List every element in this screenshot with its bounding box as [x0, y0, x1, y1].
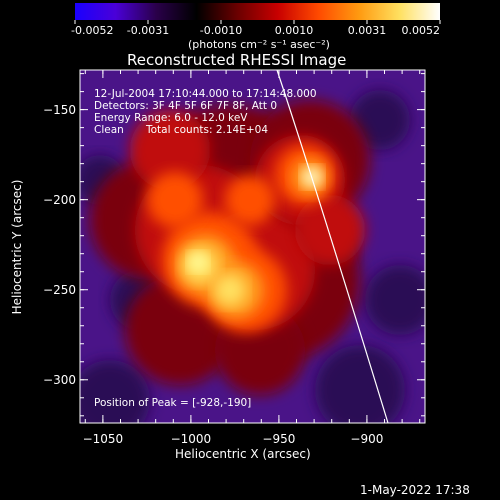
colorbar-tick-label: -0.0010 — [199, 24, 243, 37]
annotation-peak: Position of Peak = [-928,-190] — [94, 397, 252, 409]
y-tick-label: −150 — [43, 102, 76, 117]
x-tick-label: −900 — [350, 432, 384, 446]
plot-frame — [79, 69, 426, 424]
footer-timestamp: 1-May-2022 17:38 — [360, 483, 470, 497]
colorbar-tick-label: 0.0010 — [274, 24, 314, 37]
annotation-time-range: 12-Jul-2004 17:10:44.000 to 17:14:48.000 — [94, 88, 317, 100]
y-tick-label: −250 — [43, 282, 76, 297]
annotation-method: Clean — [94, 124, 124, 136]
x-axis-label: Heliocentric X (arcsec) — [175, 447, 311, 461]
colorbar-ticks — [74, 20, 441, 24]
y-tick-label: −300 — [43, 372, 76, 387]
annotation-counts: Total counts: 2.14E+04 — [146, 124, 269, 136]
colorbar-tick-label: -0.0031 — [126, 24, 170, 37]
x-tick-label: −950 — [262, 432, 296, 446]
y-tick-label: −200 — [43, 192, 76, 207]
plot-title: Reconstructed RHESSI Image — [127, 51, 347, 69]
annotation-detectors: Detectors: 3F 4F 5F 6F 7F 8F, Att 0 — [94, 100, 278, 112]
x-tick-label: −1050 — [82, 432, 124, 446]
x-tick-label: −1000 — [170, 432, 212, 446]
colorbar-tick-label: 0.0031 — [347, 24, 387, 37]
colorbar-tick-label: 0.0052 — [401, 24, 441, 37]
y-axis-label: Heliocentric Y (arcsec) — [10, 179, 24, 315]
colorbar — [75, 3, 440, 20]
axis-ticks — [80, 70, 425, 423]
colorbar-unit-label: (photons cm⁻² s⁻¹ asec⁻²) — [188, 38, 330, 51]
colorbar-tick-label: -0.0052 — [71, 24, 114, 37]
solar-limb-line — [276, 69, 389, 424]
annotation-energy: Energy Range: 6.0 - 12.0 keV — [94, 112, 248, 124]
flux-map — [80, 90, 425, 423]
